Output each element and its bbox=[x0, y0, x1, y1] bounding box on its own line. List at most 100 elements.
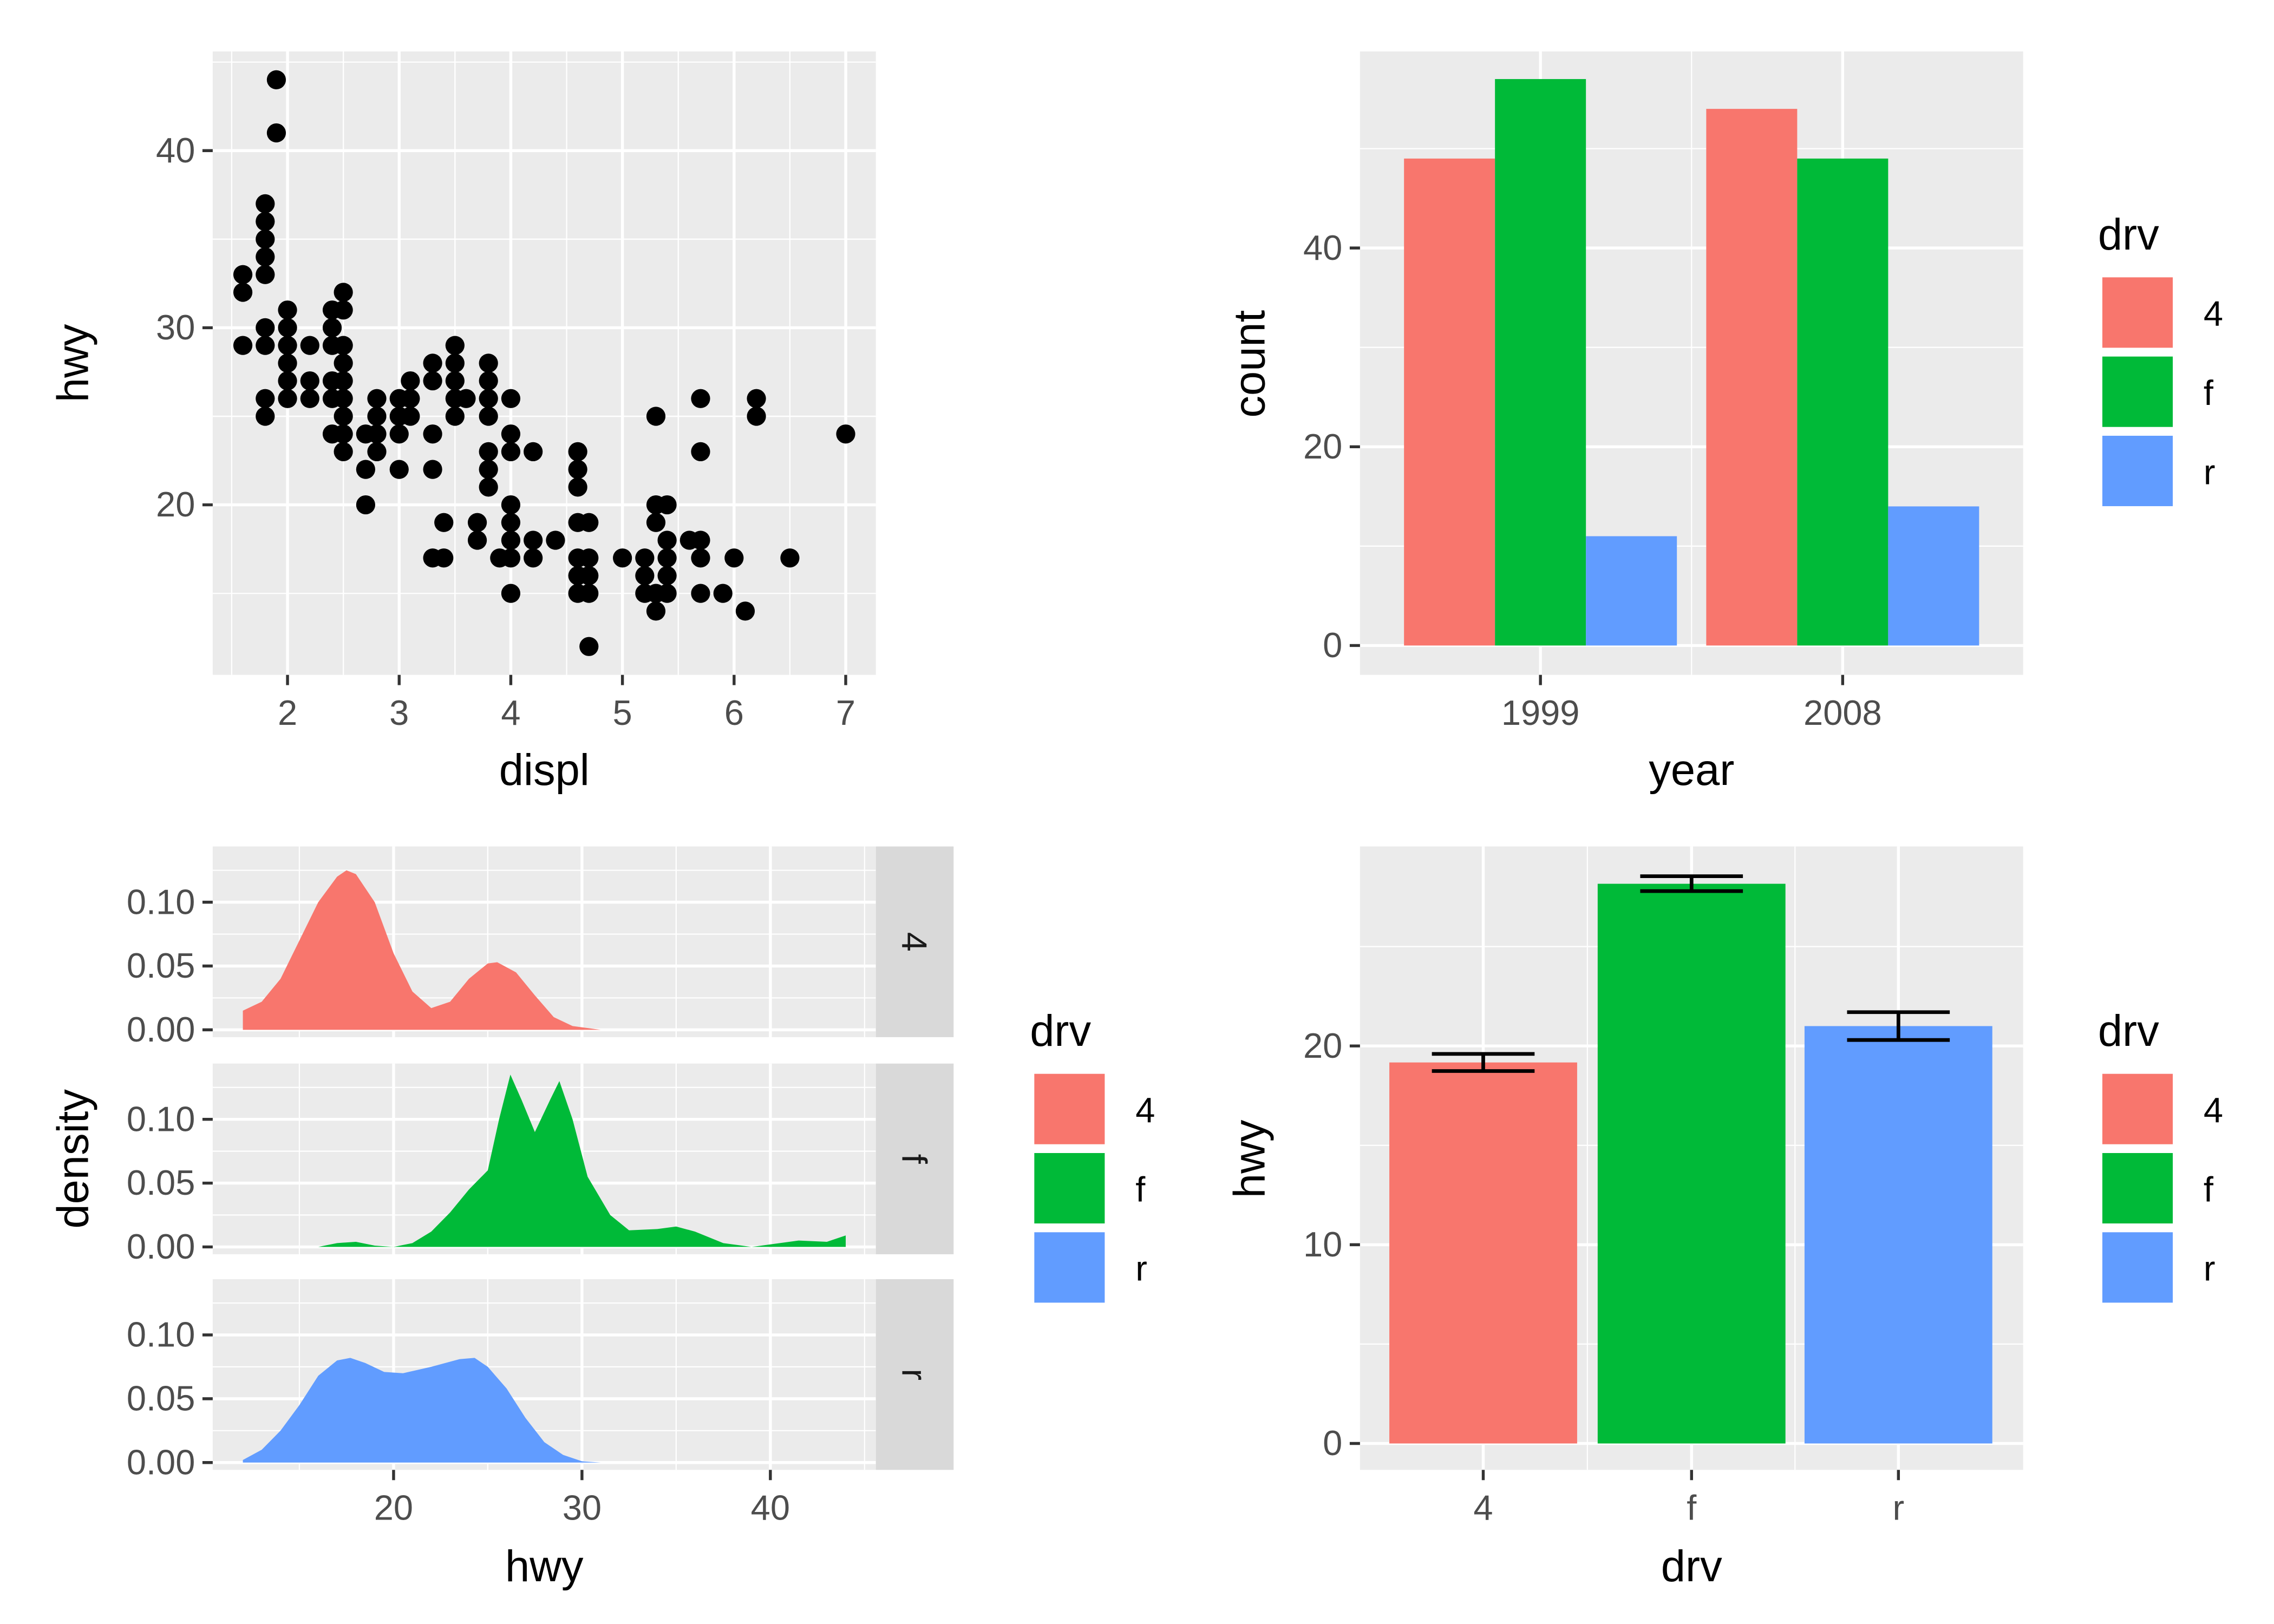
scatter-point bbox=[501, 424, 521, 444]
scatter-point bbox=[256, 230, 275, 249]
scatter-point bbox=[479, 442, 498, 462]
scatter-point bbox=[479, 371, 498, 391]
legend-label: 4 bbox=[2204, 1090, 2223, 1130]
scatter-point bbox=[367, 442, 387, 462]
scatter-point bbox=[501, 495, 521, 515]
x-tick-label: 2 bbox=[278, 693, 297, 732]
scatter-point bbox=[367, 424, 387, 444]
scatter-point bbox=[445, 336, 465, 355]
scatter-point bbox=[256, 407, 275, 426]
x-tick-label: 6 bbox=[724, 693, 744, 732]
scatter-point bbox=[467, 513, 487, 532]
scatter-point bbox=[256, 212, 275, 231]
scatter-point bbox=[322, 318, 342, 338]
scatter-point bbox=[278, 353, 297, 373]
scatter-point bbox=[501, 548, 521, 568]
legend-label: r bbox=[2204, 1249, 2216, 1288]
scatter-point bbox=[646, 407, 666, 426]
density-area-4 bbox=[243, 870, 601, 1030]
scatter-point bbox=[334, 442, 353, 462]
bar-r-2008 bbox=[1888, 506, 1979, 646]
legend-key-f bbox=[2099, 353, 2176, 430]
scatter-point bbox=[233, 265, 253, 284]
facet-strip-label: r bbox=[894, 1368, 934, 1380]
scatter-point bbox=[278, 300, 297, 320]
scatter-point bbox=[691, 389, 710, 408]
scatter-point bbox=[256, 247, 275, 267]
scatter-point bbox=[579, 566, 599, 586]
y-tick-label: 10 bbox=[1303, 1224, 1342, 1264]
legend-key-4 bbox=[1031, 1071, 1108, 1148]
facet-strip-f bbox=[875, 1063, 954, 1254]
scatter-point bbox=[233, 336, 253, 355]
legend-label: f bbox=[2204, 373, 2214, 412]
legend-title: drv bbox=[2098, 1006, 2159, 1056]
scatter-point bbox=[780, 548, 800, 568]
scatter-point bbox=[423, 424, 442, 444]
bar-r bbox=[1804, 1026, 1992, 1444]
scatter-point bbox=[401, 389, 420, 408]
scatter-point bbox=[334, 300, 353, 320]
scatter-point bbox=[423, 460, 442, 479]
scatter-point bbox=[568, 477, 587, 497]
scatter-point bbox=[300, 371, 319, 391]
scatter-point bbox=[367, 389, 387, 408]
scatter-point bbox=[646, 601, 666, 621]
scatter-point bbox=[657, 566, 677, 586]
scatter-point bbox=[401, 407, 420, 426]
scatter-point bbox=[423, 353, 442, 373]
scatter-point bbox=[501, 513, 521, 532]
scatter-point bbox=[467, 531, 487, 550]
y-axis-title: hwy bbox=[49, 324, 98, 402]
scatter-point bbox=[278, 389, 297, 408]
bar-f-2008 bbox=[1797, 158, 1889, 646]
x-tick-label: 30 bbox=[563, 1488, 602, 1527]
y-tick-label: 0.10 bbox=[127, 882, 195, 921]
scatter-point bbox=[691, 584, 710, 603]
scatter-point bbox=[278, 318, 297, 338]
scatter-point bbox=[334, 424, 353, 444]
scatter-point bbox=[568, 442, 587, 462]
bar-4-2008 bbox=[1706, 109, 1798, 646]
scatter-point bbox=[266, 123, 286, 143]
scatter-point bbox=[278, 336, 297, 355]
scatter-point bbox=[713, 584, 733, 603]
scatter-point bbox=[568, 460, 587, 479]
x-tick-label: 5 bbox=[613, 693, 632, 732]
scatter-point bbox=[278, 371, 297, 391]
x-tick-label: 2008 bbox=[1803, 693, 1882, 732]
scatter-point bbox=[334, 353, 353, 373]
scatter-point bbox=[501, 389, 521, 408]
legend-title: drv bbox=[1030, 1006, 1091, 1056]
scatter-point bbox=[646, 513, 666, 532]
legend-key-r bbox=[1031, 1229, 1108, 1306]
scatter-point bbox=[691, 442, 710, 462]
scatter-point bbox=[524, 531, 543, 550]
bar-4-1999 bbox=[1404, 158, 1495, 646]
scatter-point bbox=[501, 584, 521, 603]
scatter-point bbox=[334, 371, 353, 391]
scatter-point bbox=[657, 548, 677, 568]
scatter-point bbox=[479, 477, 498, 497]
scatter-point bbox=[256, 389, 275, 408]
scatter-point bbox=[691, 531, 710, 550]
scatter-point bbox=[657, 495, 677, 515]
y-tick-label: 20 bbox=[1303, 427, 1342, 466]
scatter-point bbox=[434, 513, 454, 532]
scatter-point bbox=[456, 389, 476, 408]
density-area-f bbox=[318, 1075, 846, 1247]
x-tick-label: f bbox=[1687, 1488, 1697, 1527]
facet-strip-4 bbox=[875, 846, 954, 1037]
y-tick-label: 0.00 bbox=[127, 1442, 195, 1482]
legend-label: f bbox=[2204, 1169, 2214, 1209]
scatter-point bbox=[367, 407, 387, 426]
scatter-point bbox=[501, 531, 521, 550]
scatter-point bbox=[524, 548, 543, 568]
scatter-point bbox=[524, 442, 543, 462]
scatter-point bbox=[256, 336, 275, 355]
scatter-point bbox=[691, 548, 710, 568]
y-tick-label: 20 bbox=[156, 484, 195, 524]
scatter-point bbox=[445, 353, 465, 373]
scatter-point bbox=[657, 584, 677, 603]
